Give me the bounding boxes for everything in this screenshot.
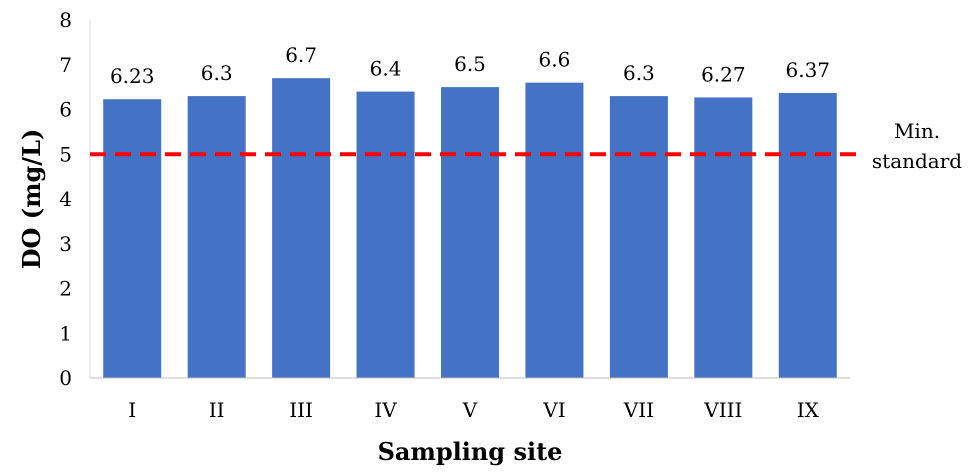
data-label-VI: 6.6 [539, 48, 571, 72]
y-tick-label-3: 3 [59, 232, 72, 256]
data-label-IV: 6.4 [370, 57, 402, 81]
data-label-II: 6.3 [201, 61, 233, 85]
y-tick-label-2: 2 [59, 277, 72, 301]
x-tick-label-I: I [128, 398, 136, 422]
data-label-III: 6.7 [285, 43, 317, 67]
y-axis-title: DO (mg/L) [17, 129, 46, 270]
x-tick-label-V: V [462, 398, 478, 422]
x-tick-label-VIII: VIII [703, 398, 742, 422]
x-axis-title: Sampling site [378, 437, 563, 466]
bars [103, 78, 837, 379]
bar-I [103, 99, 162, 379]
y-tick-label-7: 7 [59, 53, 72, 77]
min-standard-label: Min. standard [872, 119, 962, 173]
y-tick-label-1: 1 [59, 321, 72, 345]
y-tick-label-6: 6 [59, 98, 72, 122]
x-tick-label-IV: IV [374, 398, 397, 422]
bar-IX [778, 92, 837, 378]
data-labels: 6.23 6.3 6.7 6.4 6.5 6.6 6.3 6.27 6.37 [110, 43, 830, 88]
min-standard-label-line-2: standard [872, 149, 962, 173]
x-tick-label-IX: IX [797, 398, 820, 422]
data-label-I: 6.23 [110, 64, 155, 88]
bar-II [187, 96, 246, 378]
y-tick-label-5: 5 [59, 142, 72, 166]
x-axis-tick-labels: I II III IV V VI VII VIII IX [128, 398, 819, 422]
x-tick-label-II: II [209, 398, 225, 422]
x-tick-label-VI: VI [542, 398, 565, 422]
bar-IV [356, 91, 415, 378]
x-tick-label-VII: VII [623, 398, 654, 422]
bar-VIII [694, 97, 753, 378]
y-axis-ticks: 0 1 2 3 4 5 6 7 8 [59, 8, 72, 390]
min-standard-label-line-1: Min. [894, 119, 940, 143]
data-label-VII: 6.3 [623, 61, 655, 85]
data-label-IX: 6.37 [786, 58, 831, 82]
bar-III [272, 78, 331, 379]
x-tick-label-III: III [289, 398, 313, 422]
y-tick-label-0: 0 [59, 366, 72, 390]
bar-V [441, 87, 499, 378]
y-tick-label-8: 8 [59, 8, 72, 32]
data-label-VIII: 6.27 [701, 62, 746, 86]
y-tick-label-4: 4 [59, 187, 72, 211]
bar-VI [525, 82, 584, 379]
data-label-V: 6.5 [454, 52, 486, 76]
bar-VII [609, 96, 668, 378]
